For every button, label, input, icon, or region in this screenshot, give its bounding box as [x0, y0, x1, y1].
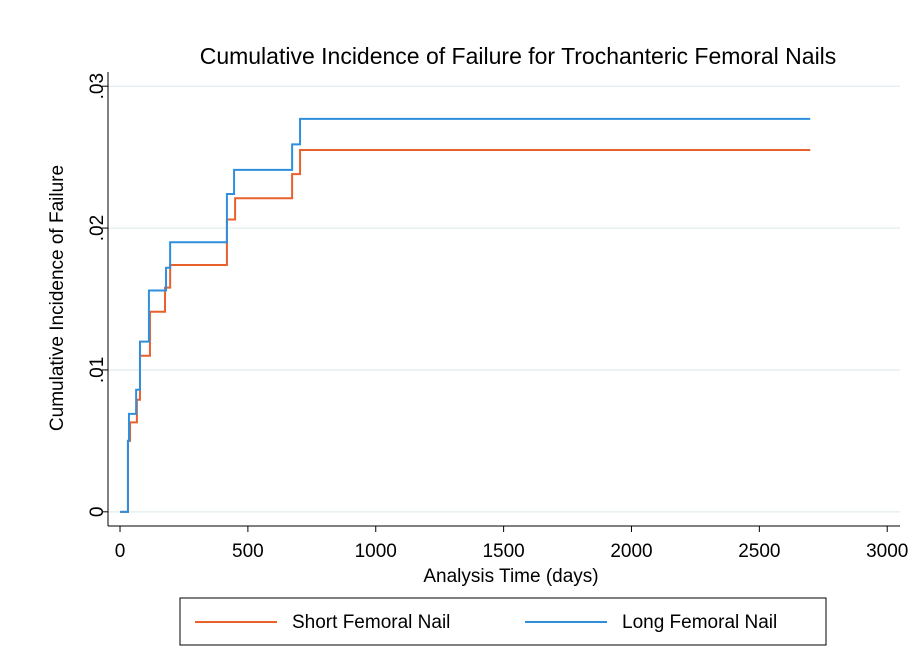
x-tick-label: 1500: [482, 541, 524, 562]
x-axis-label: Analysis Time (days): [423, 566, 598, 587]
step-line: [120, 117, 811, 513]
x-tick-label: 3000: [866, 541, 908, 562]
x-tick-label: 500: [232, 541, 264, 562]
y-tick-label: .03: [87, 73, 108, 99]
x-tick-label: 1000: [355, 541, 397, 562]
x-tick-label: 0: [115, 541, 126, 562]
legend-label: Long Femoral Nail: [622, 612, 777, 633]
legend-label: Short Femoral Nail: [292, 612, 450, 633]
y-tick-label: 0: [87, 507, 108, 518]
x-tick-label: 2500: [738, 541, 780, 562]
chart-title: Cumulative Incidence of Failure for Troc…: [200, 43, 837, 69]
y-tick-label: .02: [87, 215, 108, 241]
y-axis-label: Cumulative Incidence of Failure: [47, 165, 68, 431]
legend-box: [179, 597, 827, 646]
step-line: [120, 149, 811, 513]
x-tick-label: 2000: [610, 541, 652, 562]
y-tick-label: .01: [87, 357, 108, 383]
